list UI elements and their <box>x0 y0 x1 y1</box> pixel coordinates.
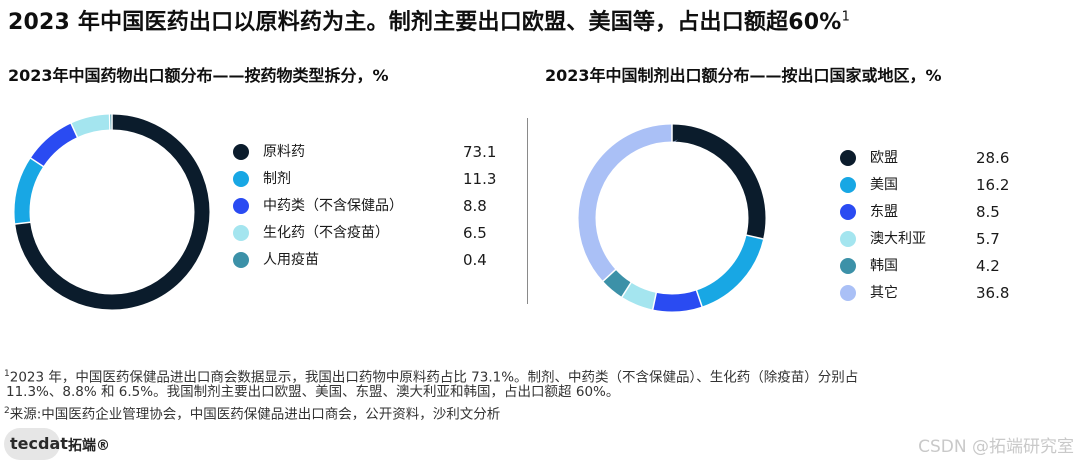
donut-1-separator-1 <box>745 234 765 240</box>
donut-1-separator-3 <box>651 291 658 311</box>
page-title-text: 2023 年中国医药出口以原料药为主。制剂主要出口欧盟、美国等，占出口额超60% <box>8 10 842 35</box>
legend-1-swatch-2 <box>840 204 856 220</box>
legend-1-label-3: 澳大利亚 <box>870 231 926 247</box>
legend-0-swatch-1 <box>233 171 249 187</box>
legend-1-swatch-5 <box>840 285 856 301</box>
footnote-1-text-line-2: 11.3%、8.8% 和 6.5%。我国制剂主要出口欧盟、美国、东盟、澳大利亚和… <box>6 384 620 400</box>
donut-1-separator-5 <box>601 268 617 283</box>
donut-0-slice-1 <box>14 114 210 310</box>
legend-0-label-1: 制剂 <box>263 171 291 187</box>
legend-0-value-0: 73.1 <box>463 143 497 161</box>
legend-0-value-4: 0.4 <box>463 251 487 269</box>
legend-1-value-4: 4.2 <box>976 257 1000 275</box>
legend-1-value-0: 28.6 <box>976 149 1010 167</box>
legend-0-label-0: 原料药 <box>263 144 305 160</box>
legend-1-value-2: 8.5 <box>976 203 1000 221</box>
chart-title-region: 2023年中国制剂出口额分布——按出口国家或地区，% <box>545 66 942 85</box>
legend-0-label-4: 人用疫苗 <box>263 252 319 268</box>
donut-1-separator-2 <box>695 289 704 308</box>
legend-1-swatch-0 <box>840 150 856 166</box>
legend-0-label-2: 中药类（不含保健品） <box>263 198 403 214</box>
legend-1-swatch-3 <box>840 231 856 247</box>
legend-0-swatch-4 <box>233 252 249 268</box>
csdn-watermark: CSDN @拓端研究室 <box>918 437 1074 457</box>
legend-1-value-1: 16.2 <box>976 176 1010 194</box>
legend-1-label-1: 美国 <box>870 177 898 193</box>
legend-0-swatch-3 <box>233 225 249 241</box>
legend-1-value-5: 36.8 <box>976 284 1010 302</box>
donut-chart-region <box>578 123 766 312</box>
logo-text: tecdat <box>10 434 68 453</box>
title-footnote-marker: 1 <box>841 9 851 25</box>
legend-1-label-0: 欧盟 <box>870 150 898 166</box>
legend-0-value-3: 6.5 <box>463 224 487 242</box>
footnote-1-text-line-1: 2023 年，中国医药保健品进出口商会数据显示，我国出口药物中原料药占比 73.… <box>9 369 859 386</box>
donut-1-separator-4 <box>620 281 633 299</box>
legend-0-label-3: 生化药（不含疫苗） <box>263 225 389 241</box>
legend-0-value-2: 8.8 <box>463 197 487 215</box>
donut-0-separator-1 <box>14 221 32 225</box>
legend-0-value-1: 11.3 <box>463 170 497 188</box>
legend-1-value-3: 5.7 <box>976 230 1000 248</box>
footnote-2-marker: 2 <box>4 406 10 416</box>
legend-1-swatch-4 <box>840 258 856 274</box>
footnote-1-marker: 1 <box>4 369 10 379</box>
legend-0-swatch-0 <box>233 144 249 160</box>
footnote-1-line-1: 12023 年，中国医药保健品进出口商会数据显示，我国出口药物中原料药占比 73… <box>4 366 858 387</box>
logo-badge <box>4 428 60 460</box>
legend-1-label-5: 其它 <box>870 285 898 301</box>
logo-cn-text: 拓端® <box>68 438 110 454</box>
legend-1-swatch-1 <box>840 177 856 193</box>
donut-1-slice-2 <box>578 124 766 312</box>
page-title: 2023 年中国医药出口以原料药为主。制剂主要出口欧盟、美国等，占出口额超60%… <box>8 4 850 36</box>
legend-1-label-2: 东盟 <box>870 204 898 220</box>
legend-0-swatch-2 <box>233 198 249 214</box>
footnote-2: 2来源:中国医药企业管理协会，中国医药保健品进出口商会，公开资料，沙利文分析 <box>4 403 500 424</box>
donut-chart-drug-type <box>14 113 210 310</box>
legend-1-label-4: 韩国 <box>870 258 898 274</box>
donut-0-separator-2 <box>29 156 45 168</box>
donut-0-separator-3 <box>69 122 79 139</box>
chart-title-drug-type: 2023年中国药物出口额分布——按药物类型拆分，% <box>8 66 389 85</box>
footnote-2-text: 来源:中国医药企业管理协会，中国医药保健品进出口商会，公开资料，沙利文分析 <box>9 406 501 423</box>
chart-divider <box>527 118 528 304</box>
